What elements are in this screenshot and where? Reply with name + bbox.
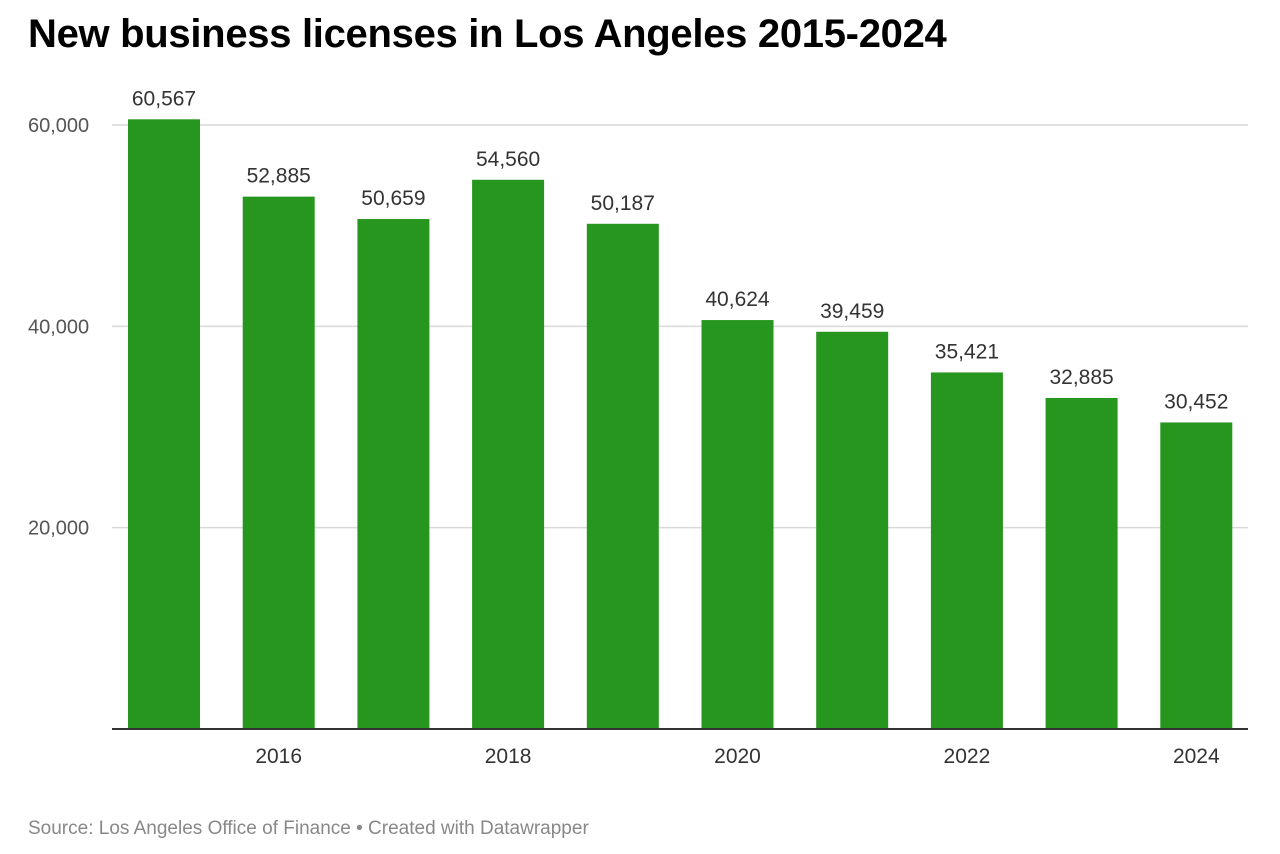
- bar-2022: [930, 372, 1003, 729]
- x-tick-label: 2022: [944, 745, 991, 768]
- x-tick-label: 2020: [714, 745, 761, 768]
- x-tick-label: 2018: [485, 745, 532, 768]
- y-tick-label: 20,000: [28, 518, 89, 540]
- value-label: 50,187: [591, 192, 655, 215]
- bar-2016: [242, 196, 315, 729]
- value-label: 30,452: [1164, 390, 1228, 413]
- y-tick-label: 60,000: [28, 115, 89, 137]
- value-label: 35,421: [935, 340, 999, 363]
- bar-2020: [701, 320, 774, 729]
- value-label: 52,885: [247, 165, 311, 188]
- value-label: 50,659: [361, 187, 425, 210]
- y-tick-label: 40,000: [28, 316, 89, 338]
- value-label: 39,459: [820, 300, 884, 323]
- bar-2023: [1045, 397, 1118, 729]
- value-label: 32,885: [1049, 366, 1113, 389]
- x-tick-label: 2016: [255, 745, 302, 768]
- bar-2018: [472, 179, 545, 729]
- value-label: 54,560: [476, 148, 540, 171]
- bar-2019: [586, 223, 659, 730]
- bar-2024: [1160, 422, 1233, 729]
- bar-2017: [357, 219, 430, 730]
- value-label: 60,567: [132, 87, 196, 110]
- bar-2021: [816, 331, 889, 729]
- chart-title: New business licenses in Los Angeles 201…: [28, 12, 947, 56]
- x-tick-label: 2024: [1173, 745, 1220, 768]
- bar-2015: [128, 119, 200, 730]
- source-note: Source: Los Angeles Office of Finance • …: [28, 818, 589, 839]
- value-label: 40,624: [705, 288, 770, 311]
